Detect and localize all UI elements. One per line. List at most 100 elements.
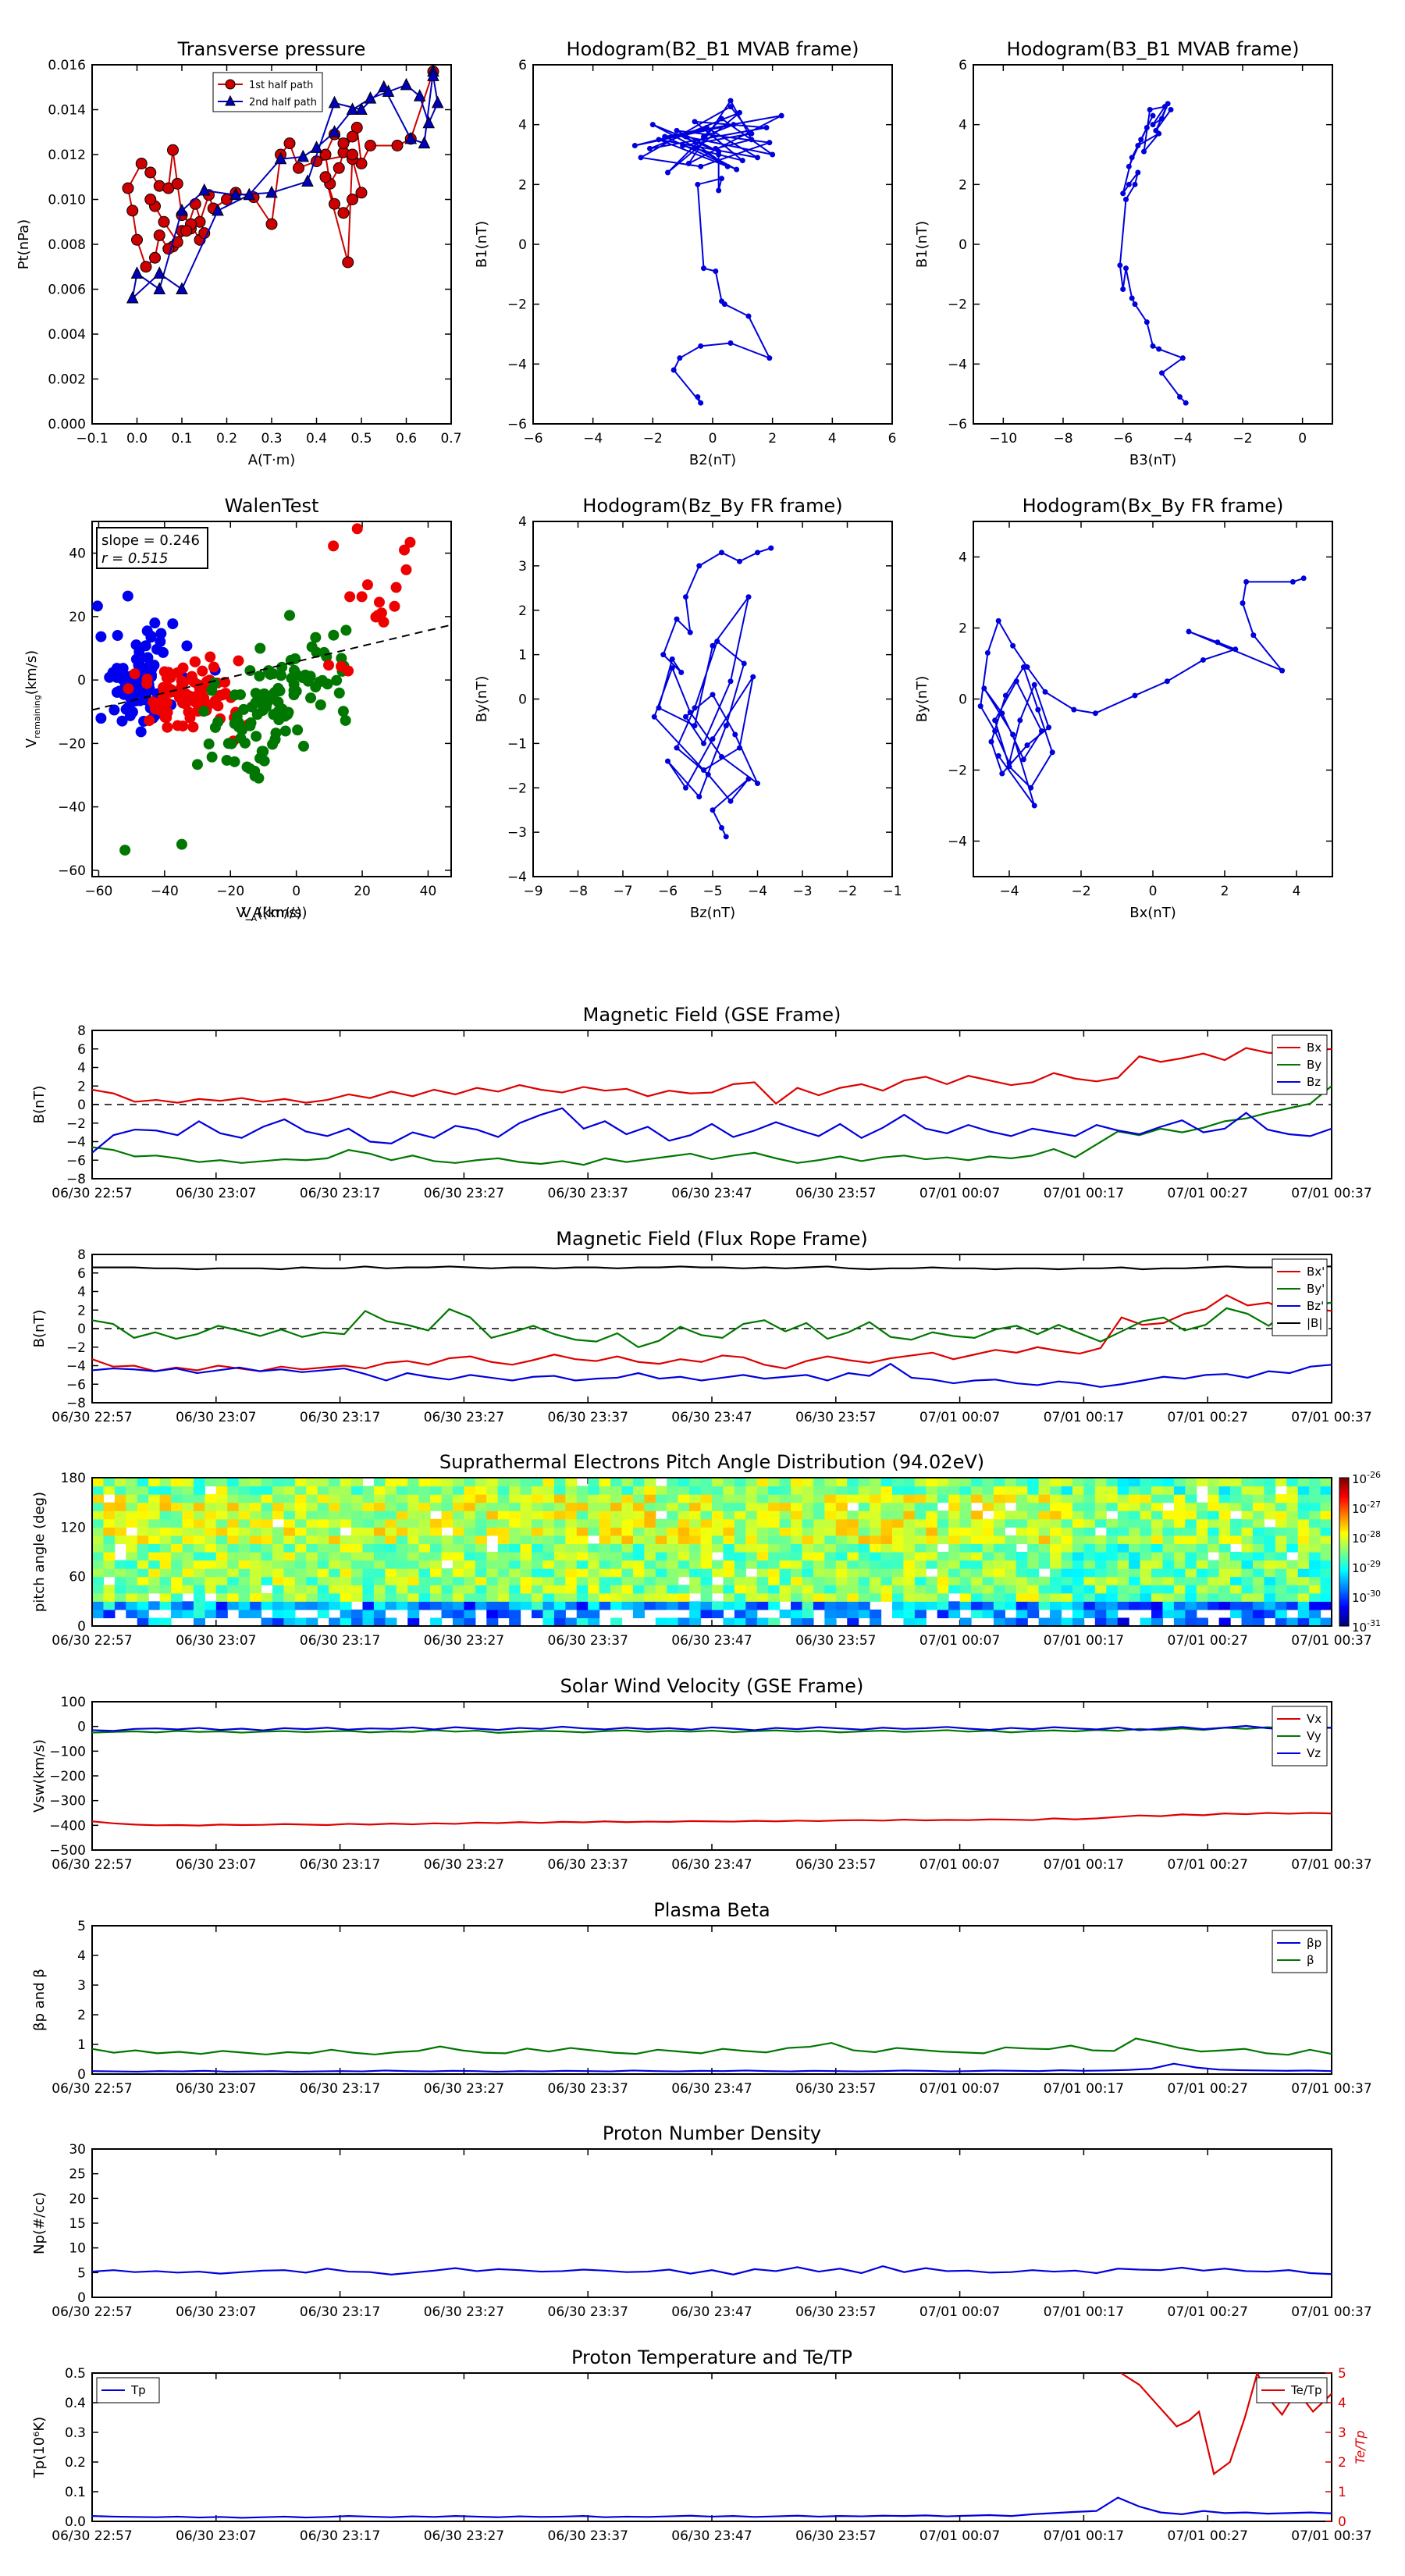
h3-hodogram-point xyxy=(701,740,706,746)
h3-hodogram-point xyxy=(737,558,742,564)
pad-cell xyxy=(441,1592,454,1602)
pad-cell xyxy=(813,1601,825,1610)
pt-xtick-label: 0.5 xyxy=(350,431,372,447)
pad-cell xyxy=(294,1601,307,1610)
h4-ytick-label: 2 xyxy=(959,621,967,637)
pad-cell xyxy=(452,1617,464,1627)
pad-cell xyxy=(1038,1527,1051,1536)
vsw-ytick-label: −400 xyxy=(49,1818,86,1834)
pad-cell xyxy=(768,1527,781,1536)
walen-point xyxy=(254,671,265,682)
walen-title: WalenTest xyxy=(225,495,319,517)
pad-cell xyxy=(171,1543,183,1553)
pad-cell xyxy=(441,1601,454,1610)
pad-cell xyxy=(914,1485,927,1495)
pad-cell xyxy=(1208,1601,1220,1610)
pad-cell xyxy=(238,1510,251,1520)
pad-cell xyxy=(824,1592,837,1602)
h2-ytick-label: 0 xyxy=(959,237,967,253)
walen-point xyxy=(270,728,282,739)
pad-cell xyxy=(396,1494,408,1503)
pad-cell xyxy=(937,1552,949,1561)
pad-cell xyxy=(870,1502,882,1511)
pad-cell xyxy=(441,1518,454,1528)
pad-cell xyxy=(1129,1585,1141,1594)
pad-cell xyxy=(1140,1494,1152,1503)
pad-colorbar-step xyxy=(1339,1593,1349,1597)
pad-cell xyxy=(283,1478,296,1487)
pad-cell xyxy=(193,1485,205,1495)
pad-cell xyxy=(768,1601,781,1610)
pad-cell xyxy=(1027,1510,1040,1520)
pt-legend-marker xyxy=(225,79,236,90)
pad-cell xyxy=(914,1527,927,1536)
walen-point xyxy=(254,642,266,654)
pad-cell xyxy=(532,1576,544,1585)
pad-colorbar-step xyxy=(1339,1569,1349,1572)
pad-cell xyxy=(430,1535,443,1545)
pad-cell xyxy=(824,1543,837,1553)
pad-cell xyxy=(329,1510,341,1520)
pad-cell xyxy=(655,1568,667,1578)
pad-cell xyxy=(317,1585,329,1594)
h1-hodogram-point xyxy=(685,161,692,166)
pad-cell xyxy=(215,1535,228,1545)
pad-cell xyxy=(159,1510,172,1520)
pad-cell xyxy=(215,1601,228,1610)
pad-cell xyxy=(858,1478,870,1487)
pad-cell xyxy=(756,1543,769,1553)
pad-cell xyxy=(418,1485,431,1495)
pad-cell xyxy=(553,1592,566,1602)
pad-cell xyxy=(509,1543,521,1553)
pad-cell xyxy=(1094,1592,1107,1602)
pad-cell xyxy=(1061,1485,1073,1495)
pad-cell xyxy=(937,1585,949,1594)
pad-cell xyxy=(835,1535,848,1545)
pad-cell xyxy=(227,1485,240,1495)
h2-ytick-label: 2 xyxy=(959,177,967,193)
walen-point xyxy=(222,738,234,749)
pad-cell xyxy=(1005,1568,1017,1578)
pad-cell xyxy=(171,1601,183,1610)
pad-cell xyxy=(486,1576,499,1585)
pad-cell xyxy=(926,1518,938,1528)
pad-cell xyxy=(114,1576,126,1585)
pad-cell xyxy=(137,1485,149,1495)
pad-cell xyxy=(407,1510,420,1520)
pad-cell xyxy=(205,1527,217,1536)
pad-cell xyxy=(171,1494,183,1503)
pad-cell xyxy=(340,1601,352,1610)
h1-hodogram-point xyxy=(665,169,670,176)
h3-xtick-label: −4 xyxy=(748,884,767,899)
pad-cell xyxy=(430,1494,443,1503)
tp-xtick-label: 07/01 00:37 xyxy=(1291,2528,1371,2544)
walen-point xyxy=(343,665,354,677)
pad-cell xyxy=(880,1485,893,1495)
pad-cell xyxy=(215,1585,228,1594)
pad-cell xyxy=(1218,1535,1231,1545)
pad-cell xyxy=(1208,1478,1220,1487)
pad-cell xyxy=(497,1576,510,1585)
walen-xtick-label: −40 xyxy=(151,884,179,899)
pad-cell xyxy=(891,1543,905,1553)
pad-cell xyxy=(532,1535,544,1545)
walen-point xyxy=(340,714,351,726)
pad-cell xyxy=(1218,1527,1231,1536)
pad-cell xyxy=(655,1576,667,1585)
pad-cell xyxy=(993,1592,1005,1602)
pad-cell xyxy=(1309,1576,1321,1585)
pad-cell xyxy=(993,1560,1005,1569)
pad-cell xyxy=(205,1552,217,1561)
pad-cell xyxy=(126,1592,138,1602)
pad-cell xyxy=(1230,1478,1243,1487)
pad-cell xyxy=(171,1485,183,1495)
pad-cell xyxy=(1027,1518,1040,1528)
pad-cell xyxy=(689,1502,702,1511)
pad-cell xyxy=(914,1535,927,1545)
pad-cell xyxy=(396,1535,408,1545)
pad-cell xyxy=(1050,1510,1062,1520)
pad-cell xyxy=(1230,1502,1243,1511)
bgse-xtick-label: 07/01 00:07 xyxy=(919,1186,1000,1201)
bfr-ytick-label: −4 xyxy=(66,1359,86,1375)
h1-hodogram-point xyxy=(724,163,731,169)
